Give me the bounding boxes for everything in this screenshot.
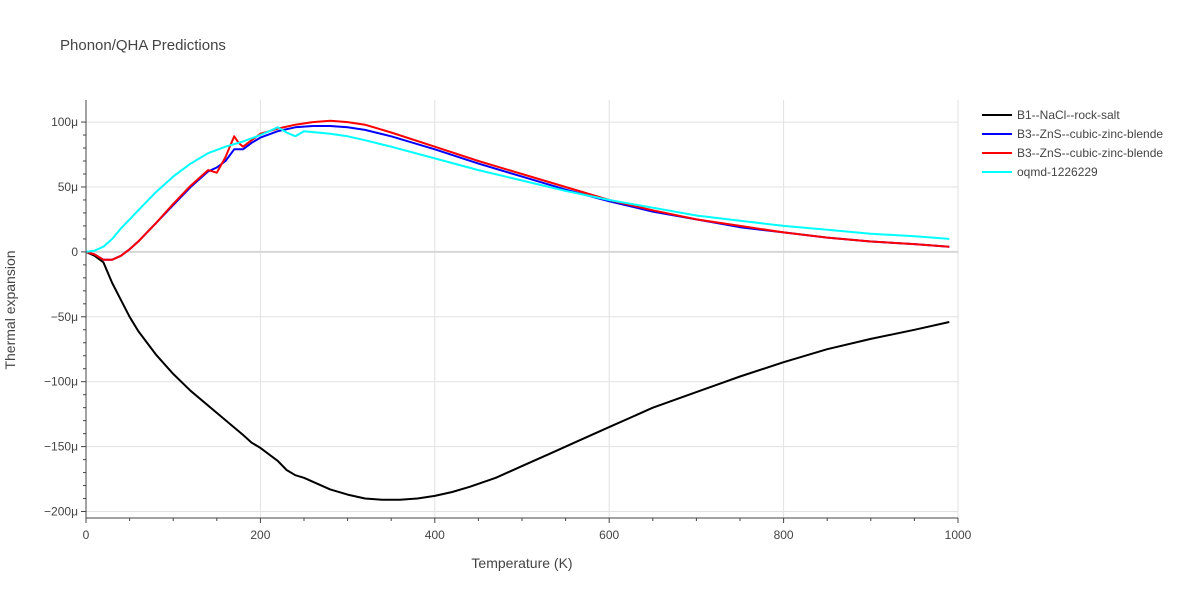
legend-label: oqmd-1226229 [1017,165,1098,179]
legend-label: B1--NaCl--rock-salt [1017,108,1120,122]
y-tick-label: −150μ [44,440,78,454]
axes [81,100,959,523]
y-tick-label: −100μ [44,375,78,389]
legend[interactable]: B1--NaCl--rock-salt B3--ZnS--cubic-zinc-b… [982,108,1163,179]
x-tick-label: 600 [599,528,619,542]
legend-item[interactable]: B3--ZnS--cubic-zinc-blende [982,127,1163,141]
legend-label: B3--ZnS--cubic-zinc-blende [1017,127,1163,141]
series-line-4 [85,126,950,253]
series-line-3 [85,119,950,261]
x-tick-label: 200 [250,528,270,542]
legend-item[interactable]: B1--NaCl--rock-salt [982,108,1120,122]
legend-item[interactable]: B3--ZnS--cubic-zinc-blende [982,146,1163,160]
y-axis-title: Thermal expansion [2,250,18,369]
x-axis-title: Temperature (K) [471,555,572,571]
x-tick-label: 1000 [945,528,972,542]
grid-lines [86,100,959,518]
x-tick-label: 400 [425,528,445,542]
y-tick-label: −50μ [51,310,78,324]
y-tick-label: 50μ [58,180,78,194]
series-line-1 [85,250,950,501]
y-tick-label: −200μ [44,505,78,519]
y-tick-label: 100μ [51,115,78,129]
y-tick-label: 0 [71,245,78,259]
x-tick-label: 0 [83,528,90,542]
series-lines [85,119,950,501]
legend-item[interactable]: oqmd-1226229 [982,165,1098,179]
tick-labels: 0 200 400 600 800 1000 100μ 50μ 0 −50μ −100μ −150μ −… [44,115,972,542]
legend-label: B3--ZnS--cubic-zinc-blende [1017,146,1163,160]
x-tick-label: 800 [774,528,794,542]
chart-title: Phonon/QHA Predictions [60,37,226,54]
